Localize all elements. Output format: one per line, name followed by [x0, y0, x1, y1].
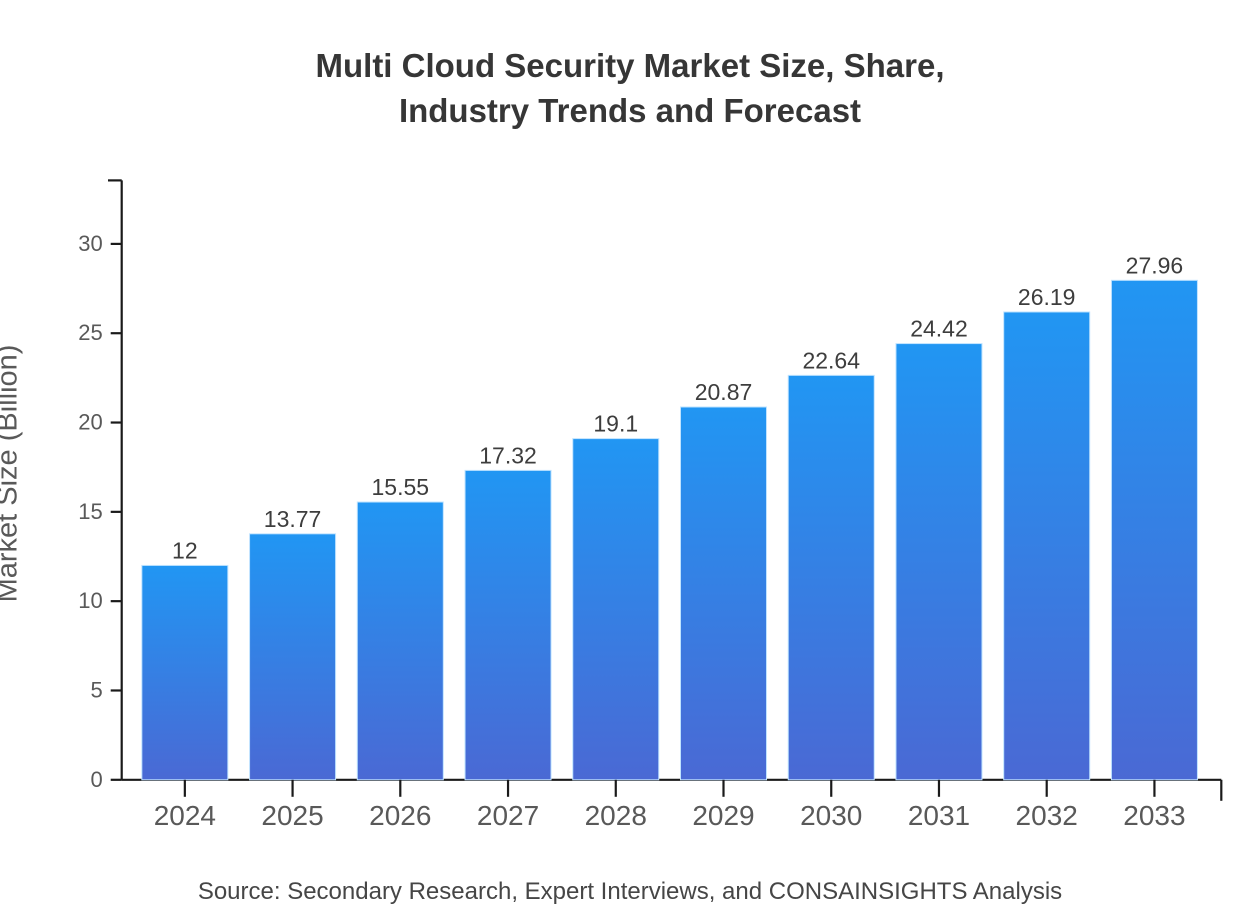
svg-text:2028: 2028 [585, 800, 647, 831]
svg-text:12: 12 [172, 537, 198, 563]
svg-text:15: 15 [78, 499, 102, 524]
svg-text:20: 20 [78, 410, 102, 435]
svg-text:10: 10 [78, 588, 102, 613]
svg-text:2029: 2029 [692, 800, 754, 831]
svg-text:17.32: 17.32 [479, 442, 537, 468]
svg-text:2031: 2031 [908, 800, 970, 831]
svg-text:27.96: 27.96 [1126, 252, 1184, 278]
svg-text:22.64: 22.64 [802, 347, 860, 373]
svg-text:24.42: 24.42 [910, 316, 968, 342]
svg-text:2027: 2027 [477, 800, 539, 831]
svg-text:15.55: 15.55 [372, 474, 430, 500]
svg-text:2030: 2030 [800, 800, 862, 831]
svg-text:30: 30 [78, 231, 102, 256]
svg-text:2025: 2025 [261, 800, 323, 831]
svg-text:20.87: 20.87 [695, 379, 753, 405]
svg-text:2024: 2024 [154, 800, 216, 831]
svg-text:2032: 2032 [1016, 800, 1078, 831]
svg-text:2033: 2033 [1123, 800, 1185, 831]
svg-text:0: 0 [90, 767, 102, 792]
svg-text:5: 5 [90, 677, 102, 702]
svg-text:26.19: 26.19 [1018, 284, 1076, 310]
svg-text:13.77: 13.77 [264, 506, 322, 532]
svg-text:25: 25 [78, 320, 102, 345]
svg-text:2026: 2026 [369, 800, 431, 831]
svg-text:19.1: 19.1 [593, 411, 638, 437]
